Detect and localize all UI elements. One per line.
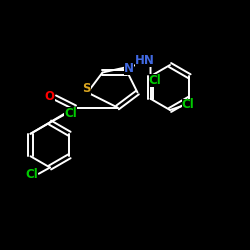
Text: Cl: Cl (64, 107, 77, 120)
Text: Cl: Cl (182, 98, 194, 112)
Text: HN: HN (135, 54, 155, 66)
Text: Cl: Cl (149, 74, 162, 87)
Text: N: N (124, 62, 134, 75)
Text: O: O (44, 90, 54, 103)
Text: Cl: Cl (26, 168, 38, 181)
Text: S: S (82, 82, 90, 95)
